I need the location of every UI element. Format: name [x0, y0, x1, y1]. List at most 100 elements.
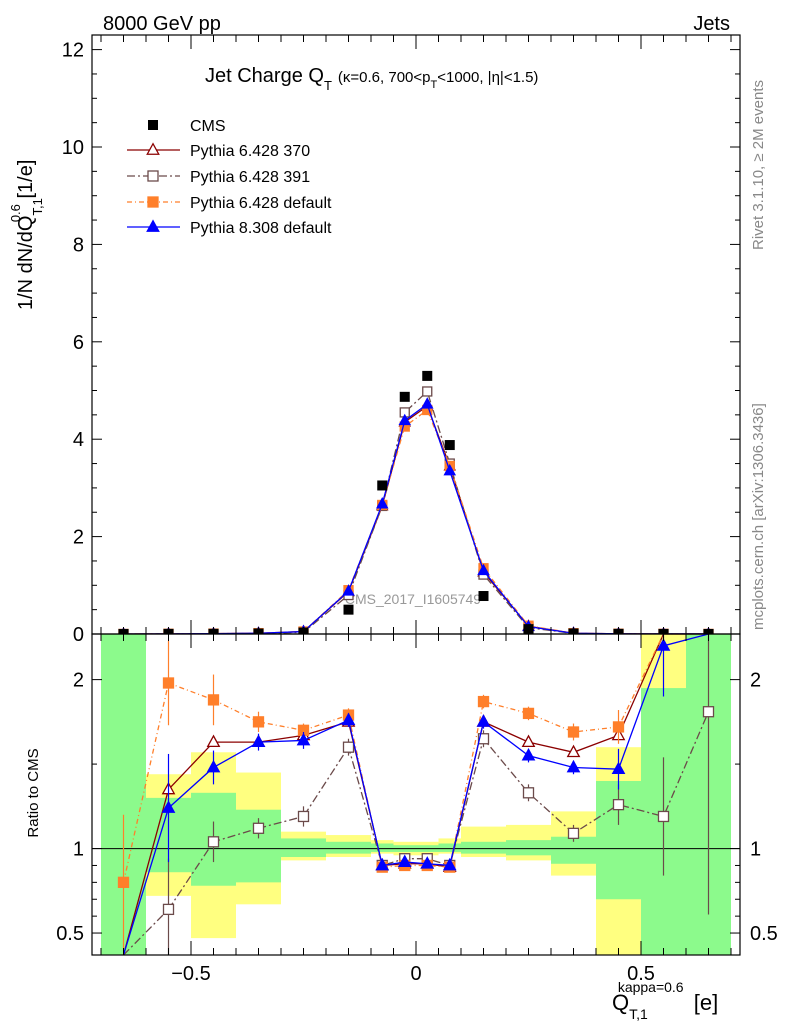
- ratio-series-point: [342, 741, 355, 753]
- ratio-series-point: [341, 712, 356, 726]
- legend-label-pythia6-391: Pythia 6.428 391: [190, 169, 310, 186]
- ratio-series-point: [296, 732, 311, 746]
- ratio-series-point: [521, 748, 536, 761]
- legend-label-pythia8-default: Pythia 8.308 default: [190, 220, 332, 237]
- main-y-tick-label: 8: [73, 234, 84, 256]
- band-green-bin: [326, 841, 371, 854]
- legend-marks: [127, 120, 180, 232]
- x-tick-label: 0.5: [627, 963, 655, 985]
- chart-title-detail-b: <1000, |η|<1.5): [437, 69, 538, 86]
- ratio-series-point: [477, 733, 490, 745]
- legend-marker-1: [147, 170, 159, 182]
- ratio-series-point: [656, 638, 671, 651]
- ratio-series-line: [122, 634, 709, 955]
- main-series-point: [398, 413, 412, 426]
- ratio-series-point: [375, 857, 390, 871]
- ratio-y-tick-label-left: 1: [73, 839, 84, 861]
- ratio-series-point: [476, 714, 491, 727]
- ratio-series-point: [207, 694, 220, 706]
- chart-title-main: Jet Charge Q: [205, 65, 324, 87]
- legend: CMS Pythia 6.428 370 Pythia 6.428 391 Py…: [190, 118, 332, 237]
- ratio-y-tick-label-left: 0.5: [56, 923, 84, 945]
- legend-marker-2: [147, 196, 159, 208]
- ratio-series-point: [206, 759, 221, 773]
- header-left: 8000 GeV pp: [103, 13, 221, 35]
- main-series-point: [342, 584, 355, 596]
- ratio-uncertainty-bands: [101, 634, 731, 955]
- ratio-series-point: [442, 857, 457, 871]
- main-y-tick-label: 2: [73, 527, 84, 549]
- ratio-series-point: [657, 810, 670, 823]
- legend-label-pythia6-default: Pythia 6.428 default: [190, 195, 332, 212]
- main-y-tick-label: 12: [62, 40, 84, 62]
- main-ylabel-sup: 0.6: [8, 204, 23, 222]
- main-series-point: [477, 563, 490, 576]
- cms-data-point: [478, 591, 489, 602]
- legend-marker-3: [146, 219, 160, 232]
- ratio-ylabel: Ratio to CMS: [25, 748, 42, 837]
- main-ylabel-prefix: 1/N dN/dQ: [15, 216, 37, 310]
- ratio-series-point: [566, 744, 581, 758]
- chart-title-sub: T: [324, 78, 332, 93]
- ratio-series-point: [567, 827, 580, 840]
- ratio-series-point: [117, 876, 130, 889]
- ratio-series-point: [162, 903, 175, 916]
- main-y-tick-label: 4: [73, 429, 84, 451]
- ratio-series-3: [122, 634, 709, 955]
- ratio-series-point: [611, 761, 626, 775]
- main-series-point: [443, 463, 457, 476]
- rivet-label: Rivet 3.1.10, ≥ 2M events: [750, 80, 767, 250]
- mcplots-label: mcplots.cern.ch [arXiv:1306.3436]: [750, 403, 767, 630]
- x-tick-label: 0: [410, 963, 421, 985]
- ratio-series-point: [522, 787, 535, 799]
- main-series-point: [420, 397, 434, 409]
- main-ylabel: 1/N dN/dQT,1 0.6 [1/e]: [8, 160, 45, 310]
- main-ylabel-suffix: [1/e]: [15, 160, 37, 204]
- ratio-series-line: [122, 634, 709, 955]
- chart-title-detail-a: (κ=0.6, 700<p: [338, 69, 431, 86]
- main-series-point: [375, 496, 389, 509]
- main-series-point: [422, 386, 433, 397]
- ratio-series-point: [206, 734, 221, 748]
- main-y-tick-label: 6: [73, 332, 84, 354]
- chart-title: Jet Charge QT (κ=0.6, 700<pT<1000, |η|<1.…: [205, 65, 538, 93]
- ratio-series-point: [397, 854, 412, 867]
- ratio-series-point: [161, 800, 176, 813]
- ratio-y-tick-label-left: 2: [73, 670, 84, 692]
- ratio-series-point: [702, 706, 715, 718]
- legend-label-pythia6-370: Pythia 6.428 370: [190, 143, 310, 160]
- ratio-series-point: [522, 707, 535, 720]
- legend-marker-0: [146, 142, 160, 155]
- cms-data-point: [399, 391, 410, 402]
- legend-label-cms: CMS: [190, 118, 226, 135]
- ratio-y-tick-label-right: 1: [750, 839, 761, 861]
- ratio-series-point: [420, 856, 435, 869]
- ratio-y-tick-label-right: 0.5: [750, 923, 778, 945]
- x-axis-title-suffix: [e]: [688, 990, 719, 1015]
- ratio-series-point: [297, 810, 310, 823]
- main-ylabel-sub: T,1: [30, 198, 45, 215]
- ratio-series-point: [162, 677, 175, 689]
- band-green-bin: [461, 841, 506, 854]
- cms-data-point: [377, 480, 388, 491]
- analysis-watermark: CMS_2017_I1605749: [345, 591, 481, 607]
- header-right: Jets: [693, 13, 730, 35]
- x-axis-title-main: Q: [612, 990, 629, 1015]
- band-green-bin: [371, 843, 394, 852]
- x-axis-title-sup: kappa=0.6: [618, 979, 684, 995]
- main-y-tick-label: 0: [73, 624, 84, 646]
- band-green-bin: [506, 840, 551, 856]
- ratio-series-point: [252, 822, 265, 834]
- main-y-tick-label: 10: [62, 137, 84, 159]
- cms-data-point: [343, 604, 354, 615]
- ratio-series-point: [252, 716, 265, 728]
- ratio-series-point: [567, 726, 580, 738]
- ratio-series-line: [123, 711, 710, 955]
- chart-title-detail-sub: T: [430, 79, 437, 91]
- ratio-series-point: [566, 759, 581, 773]
- cms-data-point: [444, 440, 455, 451]
- band-green-bin: [281, 838, 326, 858]
- ratio-series-point: [477, 695, 490, 708]
